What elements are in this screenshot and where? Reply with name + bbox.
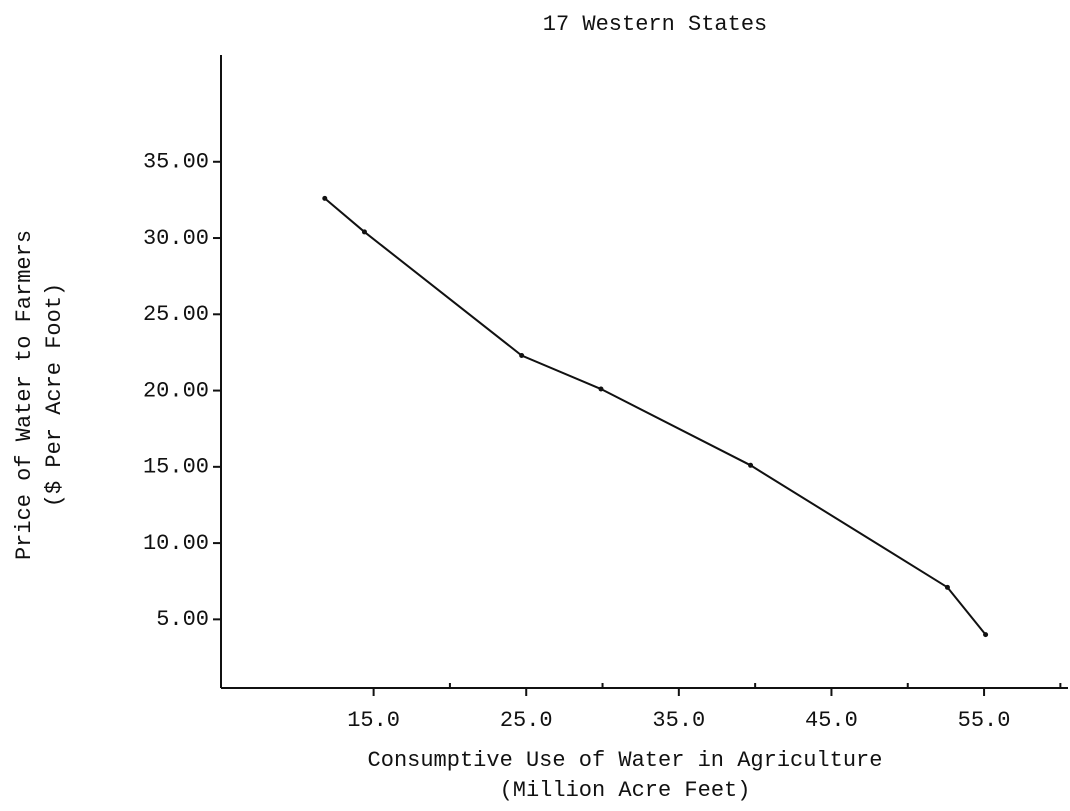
line [324,197,987,636]
y-tick-label: 20.00 [143,378,209,403]
y-axis-label: Price of Water to Farmers [12,230,37,560]
y-axis-label: ($ Per Acre Foot) [42,283,67,507]
x-tick-label: 25.0 [500,708,553,733]
x-tick-label: 35.0 [652,708,705,733]
y-tick-label: 10.00 [143,531,209,556]
point [983,632,989,638]
point [519,352,525,358]
y-tick-label: 35.00 [143,150,209,175]
y-tick-label: 15.00 [143,455,209,480]
point [944,584,950,590]
x-tick-label: 55.0 [958,708,1011,733]
y-tick-label: 5.00 [156,607,209,632]
x-tick-label: 45.0 [805,708,858,733]
point [361,229,367,235]
point [748,462,754,468]
chart-title: 17 Western States [543,12,767,37]
x-axis-label: (Million Acre Feet) [500,778,751,803]
point [322,195,328,201]
point [598,386,604,392]
x-axis-label: Consumptive Use of Water in Agriculture [368,748,883,773]
y-tick-label: 25.00 [143,302,209,327]
x-tick-label: 15.0 [347,708,400,733]
y-tick-label: 30.00 [143,226,209,251]
